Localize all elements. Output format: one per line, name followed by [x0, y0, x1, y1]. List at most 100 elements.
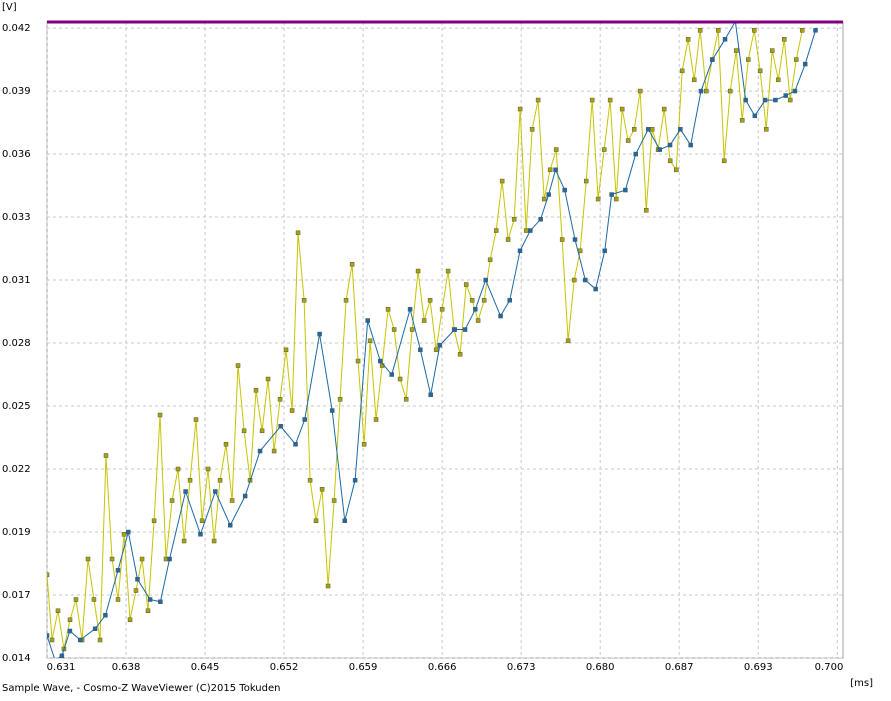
data-point [619, 106, 625, 112]
data-point [710, 57, 715, 62]
data-point [293, 442, 298, 447]
data-point [283, 347, 289, 353]
data-point [463, 282, 469, 287]
data-point [481, 298, 487, 303]
data-point [257, 448, 263, 454]
data-point [302, 417, 307, 422]
data-point [679, 68, 685, 74]
data-point [633, 151, 638, 157]
data-point [47, 572, 50, 578]
data-point [787, 97, 793, 103]
data-point [277, 397, 283, 402]
data-point [751, 28, 757, 33]
data-point [722, 37, 728, 42]
data-point [289, 408, 295, 413]
grid [46, 22, 843, 659]
data-point [607, 97, 613, 103]
data-point [691, 77, 697, 83]
data-point [781, 37, 787, 42]
data-point [55, 608, 61, 614]
y-tick-label: 0.017 [2, 590, 31, 601]
data-point [418, 347, 423, 353]
data-point [559, 237, 565, 242]
data-point [565, 338, 571, 344]
data-point [198, 532, 203, 537]
data-point [223, 442, 229, 447]
data-point [199, 518, 205, 524]
data-point [593, 286, 598, 292]
data-point [313, 518, 319, 524]
x-tick-label: 0.673 [507, 662, 536, 673]
data-point [205, 466, 211, 472]
data-point [528, 228, 533, 233]
data-point [743, 97, 748, 103]
data-point [547, 167, 553, 173]
data-point [673, 167, 679, 173]
data-point [517, 248, 523, 254]
data-point [661, 106, 667, 112]
data-point [602, 248, 608, 254]
data-point [355, 358, 361, 364]
data-point [103, 453, 109, 458]
data-point [331, 498, 337, 503]
data-point [657, 147, 662, 152]
data-point [391, 327, 397, 332]
data-point [697, 28, 703, 33]
data-point [609, 192, 614, 197]
data-point [572, 237, 578, 242]
data-point [437, 343, 443, 348]
data-point [667, 142, 673, 148]
data-point [73, 597, 79, 602]
x-tick-label: 0.638 [112, 662, 141, 673]
data-point [295, 230, 301, 236]
data-point [685, 37, 691, 42]
data-point [577, 248, 583, 254]
data-point [385, 307, 391, 312]
data-point [649, 127, 655, 132]
data-point [403, 397, 409, 402]
data-point [746, 57, 751, 62]
data-point [625, 138, 631, 143]
data-point [187, 478, 193, 483]
data-point [242, 493, 248, 499]
data-point [97, 637, 103, 643]
data-point [271, 448, 277, 454]
data-point [145, 608, 151, 614]
data-point [121, 532, 127, 537]
data-point [67, 628, 73, 634]
data-point [535, 97, 541, 103]
data-point [783, 93, 788, 98]
data-point [428, 392, 433, 398]
data-point [342, 518, 348, 524]
data-point [151, 518, 157, 524]
data-point [462, 327, 468, 332]
data-point [67, 617, 73, 623]
data-point [139, 556, 145, 562]
data-point [115, 568, 121, 573]
data-point [613, 196, 619, 202]
data-point [183, 489, 188, 494]
data-point [92, 626, 98, 632]
footer: Sample Wave, - Cosmo-Z WaveViewer (C)201… [2, 683, 280, 694]
data-point [678, 127, 683, 132]
data-point [175, 466, 181, 472]
data-point [487, 257, 493, 263]
data-point [511, 217, 517, 222]
data-point [241, 428, 247, 434]
y-tick-label: 0.028 [2, 338, 31, 349]
x-tick-label: 0.687 [665, 662, 694, 673]
data-point [193, 417, 199, 422]
data-point [228, 523, 233, 528]
data-point [445, 268, 451, 274]
data-point [631, 127, 637, 132]
data-point [147, 597, 153, 602]
data-point [407, 307, 413, 312]
data-point [757, 68, 763, 74]
data-point [583, 178, 589, 184]
data-point [167, 556, 172, 562]
data-point [317, 331, 322, 337]
data-point [698, 88, 704, 94]
data-point [319, 487, 325, 492]
data-point [278, 424, 283, 429]
